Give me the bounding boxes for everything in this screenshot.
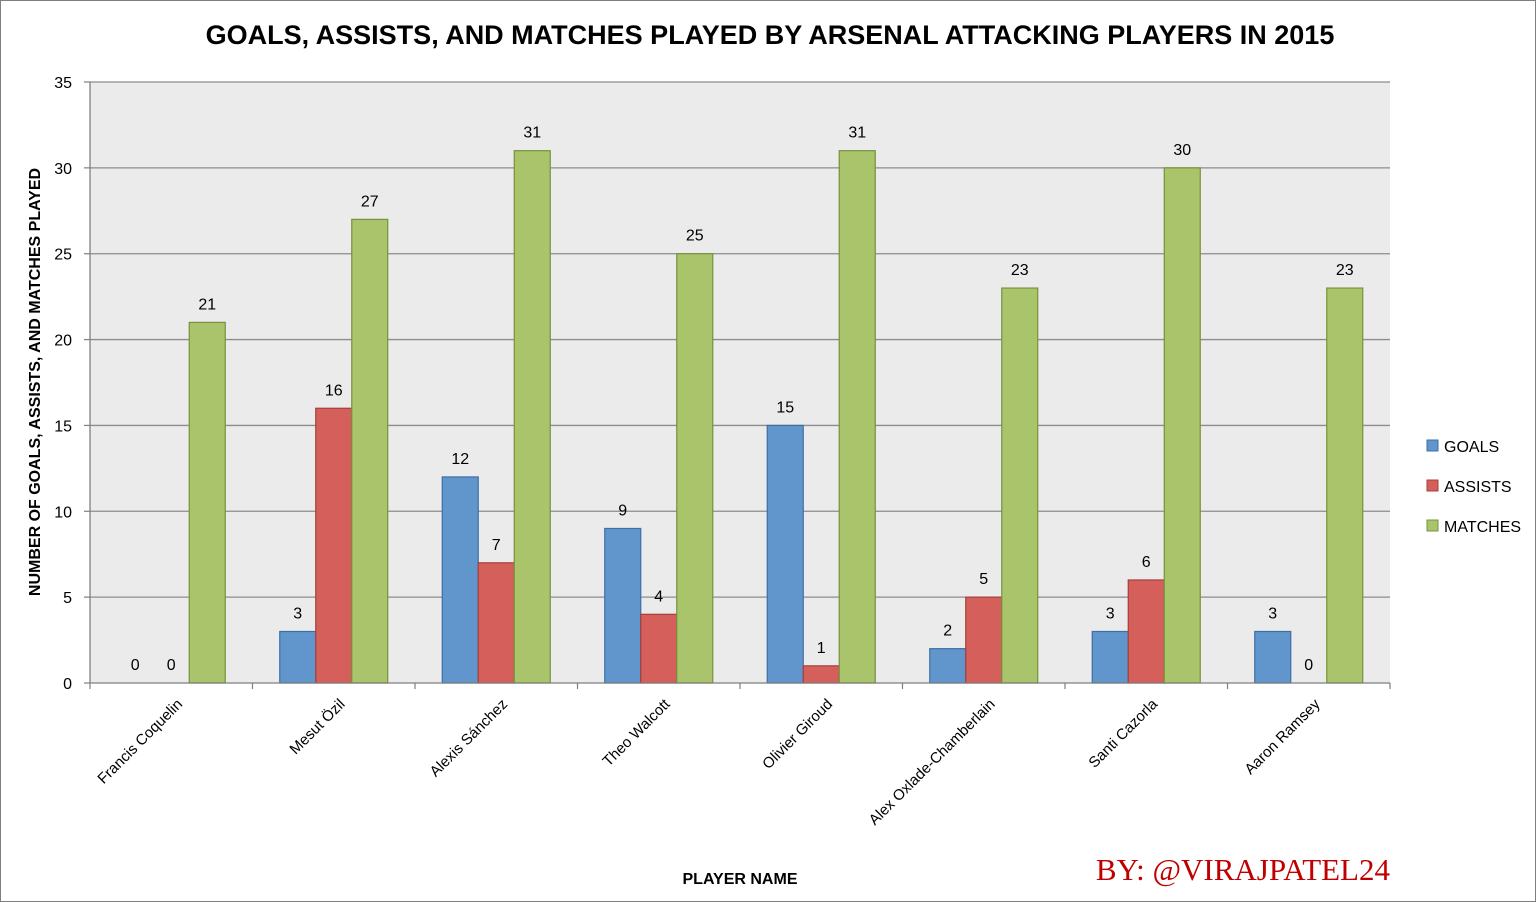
- y-tick-label: 20: [54, 333, 72, 350]
- x-category-label: Alexis Sánchez: [427, 696, 512, 781]
- y-tick-label: 5: [63, 590, 72, 607]
- bar-assists-1: [315, 407, 353, 684]
- data-label-goals: 2: [943, 623, 952, 640]
- axes: [89, 82, 1391, 689]
- legend-swatch-matches: [1426, 519, 1439, 532]
- x-category-label: Aaron Ramsey: [1241, 695, 1324, 778]
- x-category-label: Mesut Özil: [286, 695, 349, 758]
- data-label-goals: 3: [293, 605, 302, 622]
- y-tick-label: 10: [54, 504, 72, 521]
- x-axis-categories: Francis Coquelin Mesut Özil Alexis Sánchez…: [94, 695, 1323, 829]
- data-label-goals: 0: [131, 657, 140, 674]
- legend-swatch-goals: [1426, 439, 1439, 452]
- data-label-assists: 0: [1304, 657, 1313, 674]
- legend-label-assists: ASSISTS: [1444, 479, 1512, 496]
- bar-matches-0: [188, 321, 226, 684]
- data-label-goals: 9: [618, 502, 627, 519]
- bar-goals-5: [929, 648, 967, 684]
- data-label-assists: 5: [979, 571, 988, 588]
- bar-matches-6: [1163, 167, 1201, 684]
- legend: GOALS ASSISTS MATCHES: [1426, 439, 1521, 536]
- data-label-matches: 30: [1173, 142, 1191, 159]
- bar-assists-3: [640, 613, 678, 684]
- legend-swatch-assists: [1426, 479, 1439, 492]
- bar-assists-5: [965, 596, 1003, 684]
- data-label-goals: 3: [1268, 605, 1277, 622]
- data-label-assists: 7: [492, 537, 501, 554]
- chart-title: GOALS, ASSISTS, AND MATCHES PLAYED BY AR…: [206, 20, 1335, 50]
- bar-goals-2: [441, 476, 479, 684]
- bar-goals-4: [766, 424, 804, 684]
- data-label-matches: 23: [1336, 262, 1354, 279]
- bar-matches-1: [351, 218, 389, 684]
- y-tick-label: 25: [54, 247, 72, 264]
- y-axis-ticks: 0 5 10 15 20 25 30 35: [54, 75, 90, 693]
- x-category-label: Theo Walcott: [599, 695, 674, 770]
- author-credit: BY: @VIRAJPATEL24: [1096, 852, 1391, 887]
- data-label-matches: 21: [198, 296, 216, 313]
- data-label-matches: 31: [523, 125, 541, 142]
- legend-label-matches: MATCHES: [1444, 519, 1521, 536]
- y-tick-label: 0: [63, 676, 72, 693]
- data-label-assists: 4: [654, 588, 663, 605]
- bars: [188, 150, 1364, 684]
- data-label-matches: 27: [361, 193, 379, 210]
- data-label-assists: 0: [167, 657, 176, 674]
- bar-goals-1: [279, 630, 317, 684]
- x-category-label: Alex Oxlade-Chamberlain: [866, 696, 999, 829]
- data-label-goals: 15: [776, 399, 794, 416]
- y-tick-label: 30: [54, 161, 72, 178]
- y-tick-label: 35: [54, 75, 72, 92]
- bar-goals-3: [604, 527, 642, 684]
- bar-assists-6: [1127, 579, 1165, 684]
- bar-goals-7: [1254, 630, 1292, 684]
- bar-goals-6: [1091, 630, 1129, 684]
- data-label-matches: 31: [848, 125, 866, 142]
- data-label-assists: 1: [817, 640, 826, 657]
- bar-assists-4: [802, 665, 840, 684]
- y-tick-label: 15: [54, 418, 72, 435]
- bar-matches-3: [676, 253, 714, 684]
- data-label-matches: 23: [1011, 262, 1029, 279]
- bar-matches-2: [513, 150, 551, 684]
- data-label-assists: 16: [325, 382, 343, 399]
- x-category-label: Francis Coquelin: [94, 696, 186, 788]
- x-category-label: Santi Cazorla: [1085, 695, 1161, 771]
- bar-matches-4: [838, 150, 876, 684]
- x-axis-title: PLAYER NAME: [683, 871, 798, 888]
- legend-label-goals: GOALS: [1444, 439, 1499, 456]
- x-category-label: Olivier Giroud: [759, 696, 836, 773]
- data-label-matches: 25: [686, 228, 704, 245]
- data-label-assists: 6: [1142, 554, 1151, 571]
- y-axis-title: NUMBER OF GOALS, ASSISTS, AND MATCHES PL…: [27, 168, 44, 596]
- bar-matches-5: [1001, 287, 1039, 684]
- bar-matches-7: [1326, 287, 1364, 684]
- bar-assists-2: [477, 562, 515, 684]
- data-label-goals: 3: [1106, 605, 1115, 622]
- data-label-goals: 12: [451, 451, 469, 468]
